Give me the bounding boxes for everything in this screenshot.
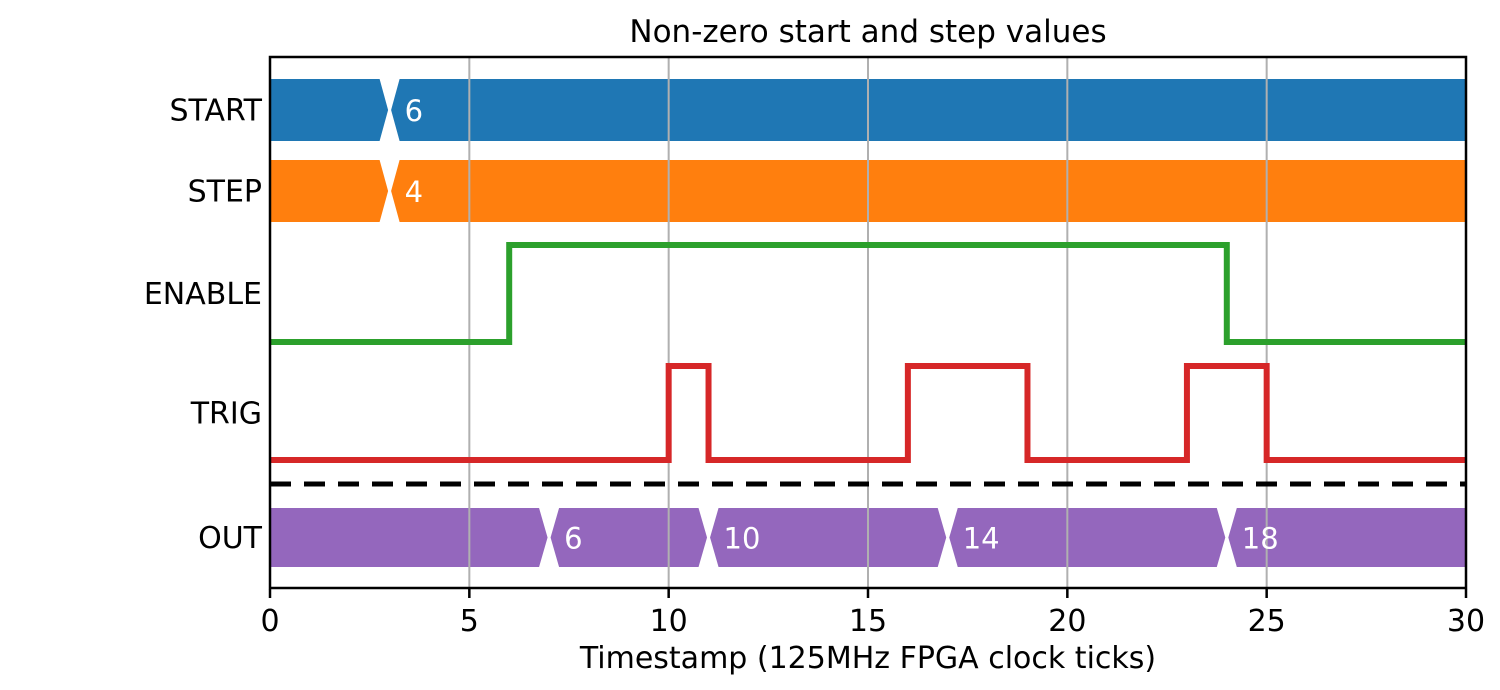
logic-wave-trig [270,363,1466,463]
tick-label: 25 [1248,604,1286,639]
bus-values-layer: 6 4 6 10 14 18 [405,94,1279,556]
signal-label-step: STEP [188,175,262,210]
tick-labels-layer: 0 5 10 15 20 25 30 [260,604,1485,639]
tick-label: 5 [460,604,479,639]
tick-label: 10 [650,604,688,639]
bus-shapes-layer [270,79,1467,567]
tick-label: 20 [1048,604,1086,639]
signal-labels-layer: START STEP ENABLE TRIG OUT [144,94,263,557]
tick-label: 0 [260,604,279,639]
chart-title: Non-zero start and step values [629,14,1106,50]
gridlines-layer [468,57,1268,588]
bus-segment-out [270,508,548,567]
signal-label-out: OUT [198,521,263,556]
bus-segment-out [949,508,1226,567]
signal-label-enable: ENABLE [144,277,262,312]
bus-value-out: 6 [564,522,582,556]
bus-segment-start [391,79,1467,141]
bus-value-out: 18 [1242,522,1279,556]
bus-value-start: 6 [405,94,423,128]
signal-label-trig: TRIG [190,397,262,432]
signal-label-start: START [169,94,262,129]
logic-waves-layer [270,242,1466,463]
tick-label: 30 [1447,604,1485,639]
bus-value-out: 10 [724,522,761,556]
bus-value-out: 14 [963,522,1000,556]
bus-segment-out [710,508,947,567]
plot-frame [268,55,1468,590]
tick-marks-layer [268,589,1468,598]
bus-segment-step [391,160,1467,222]
bus-segment-start [270,79,389,141]
bus-segment-out [1228,508,1466,567]
x-axis-label: Timestamp (125MHz FPGA clock ticks) [579,641,1156,676]
tick-label: 15 [849,604,887,639]
bus-value-step: 4 [405,175,423,209]
logic-wave-enable [270,242,1466,345]
bus-segment-step [270,160,389,222]
